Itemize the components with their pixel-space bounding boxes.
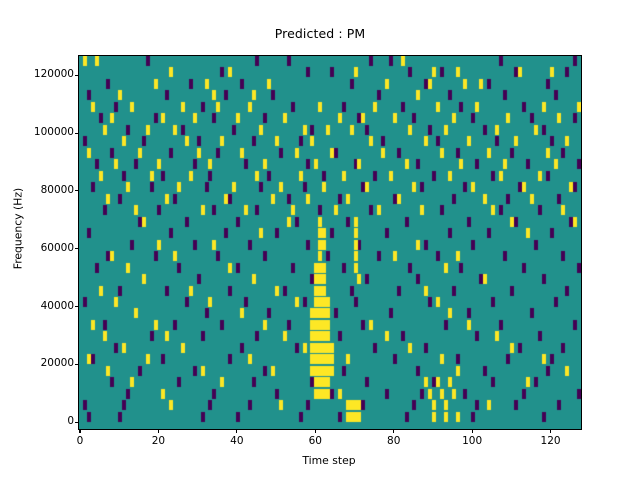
x-tick-label: 20 (151, 435, 166, 447)
x-tick-mark (393, 429, 395, 433)
x-tick-mark (550, 429, 552, 433)
y-tick-label: 60000 (40, 241, 74, 254)
heatmap-axes (78, 55, 582, 430)
y-tick-mark (74, 306, 78, 308)
x-tick-label: 80 (387, 435, 401, 447)
heatmap-canvas (79, 56, 581, 429)
x-tick-label: 0 (76, 435, 84, 447)
y-tick-mark (74, 248, 78, 250)
y-tick-mark (74, 190, 78, 192)
y-tick-label: 40000 (40, 299, 74, 312)
x-axis-label: Time step (302, 454, 356, 467)
y-tick-mark (74, 74, 78, 76)
x-tick-mark (471, 429, 473, 433)
x-tick-mark (79, 429, 81, 433)
y-tick-mark (74, 132, 78, 134)
x-tick-label: 40 (230, 435, 244, 447)
y-tick-label: 80000 (40, 183, 74, 196)
y-tick-label: 120000 (33, 68, 74, 81)
chart-title: Predicted : PM (274, 26, 366, 41)
y-tick-mark (74, 421, 78, 423)
y-tick-mark (74, 363, 78, 365)
y-tick-label: 20000 (40, 357, 74, 370)
x-tick-mark (157, 429, 159, 433)
x-tick-label: 120 (540, 435, 561, 447)
x-tick-mark (314, 429, 316, 433)
y-tick-label: 100000 (33, 126, 74, 139)
x-tick-label: 100 (462, 435, 483, 447)
x-tick-label: 60 (308, 435, 322, 447)
y-axis-label: Frequency (Hz) (11, 187, 25, 270)
x-tick-mark (236, 429, 238, 433)
y-tick-label: 0 (67, 415, 74, 428)
